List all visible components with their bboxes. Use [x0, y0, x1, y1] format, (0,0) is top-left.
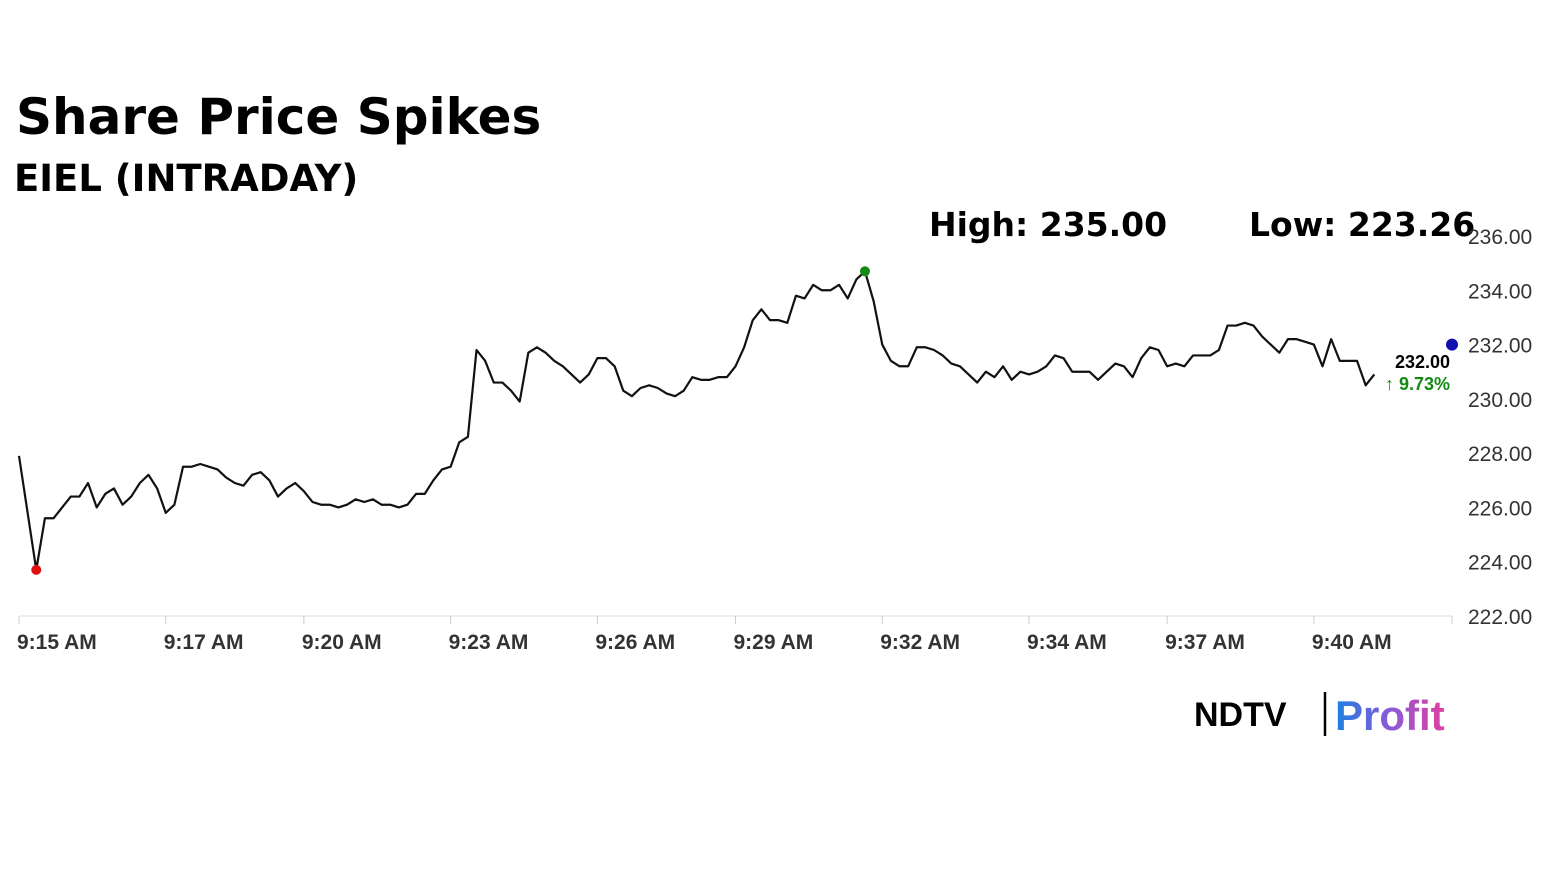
y-tick-label: 234.00 — [1468, 280, 1532, 303]
last-marker — [1446, 338, 1458, 351]
y-tick-label: 224.00 — [1468, 552, 1532, 575]
y-tick-label: 226.00 — [1468, 497, 1532, 520]
x-tick-label: 9:32 AM — [880, 631, 960, 654]
low-marker — [31, 564, 42, 575]
y-tick-label: 230.00 — [1468, 389, 1532, 412]
x-tick-label: 9:29 AM — [734, 631, 814, 654]
x-tick-label: 9:40 AM — [1312, 631, 1392, 654]
high-marker — [859, 266, 870, 277]
y-tick-label: 232.00 — [1468, 335, 1532, 358]
x-tick-label: 9:20 AM — [302, 631, 382, 654]
y-tick-label: 222.00 — [1468, 606, 1532, 629]
x-tick-label: 9:34 AM — [1027, 631, 1107, 654]
y-tick-label: 236.00 — [1468, 226, 1532, 249]
brand-profit: Profit — [1335, 692, 1445, 739]
low-label: Low: 223.26 — [1249, 205, 1475, 244]
chart-subtitle: EIEL (INTRADAY) — [14, 157, 358, 200]
x-tick-label: 9:26 AM — [595, 631, 675, 654]
x-tick-label: 9:15 AM — [17, 631, 97, 654]
change-label: ↑ 9.73% — [1385, 374, 1450, 394]
x-tick-label: 9:23 AM — [449, 631, 529, 654]
high-label: High: 235.00 — [929, 205, 1167, 244]
x-tick-label: 9:17 AM — [164, 631, 244, 654]
last-price-label: 232.00 — [1395, 352, 1450, 372]
brand-ndtv: NDTV — [1194, 696, 1287, 734]
x-tick-label: 9:37 AM — [1165, 631, 1245, 654]
chart-title: Share Price Spikes — [16, 88, 541, 146]
y-tick-label: 228.00 — [1468, 443, 1532, 466]
price-line — [17, 270, 1376, 571]
